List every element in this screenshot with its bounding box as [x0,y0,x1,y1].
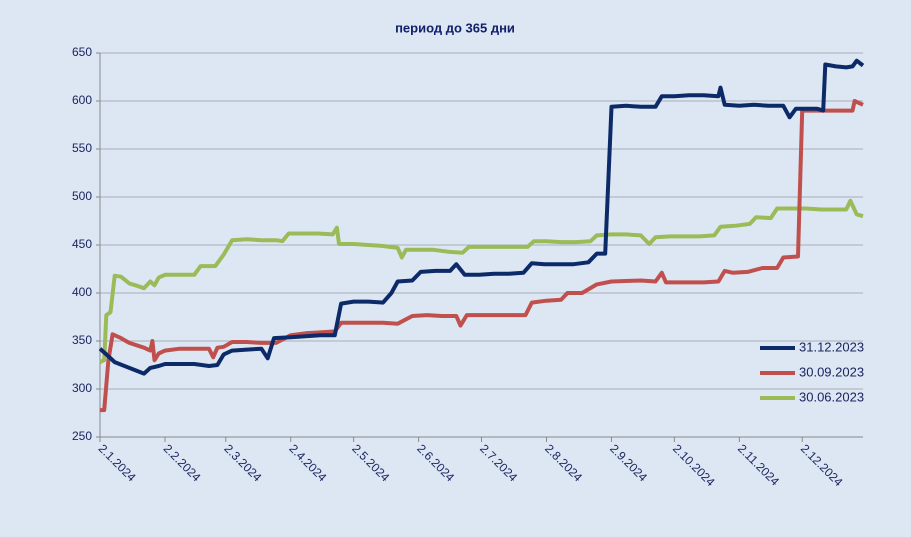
chart-title: период до 365 дни [395,20,515,35]
legend-label: 30.06.2023 [799,389,864,404]
legend-label: 30.09.2023 [799,364,864,379]
y-tick-label: 500 [72,189,92,203]
y-tick-label: 250 [72,429,92,443]
y-tick-label: 550 [72,141,92,155]
legend-label: 31.12.2023 [799,339,864,354]
series-line [99,198,864,364]
y-tick-label: 450 [72,237,92,251]
series-line [100,99,864,413]
series-line [98,58,865,376]
y-tick-label: 300 [72,381,92,395]
y-tick-label: 600 [72,93,92,107]
y-tick-label: 650 [72,45,92,59]
y-tick-label: 350 [72,333,92,347]
y-tick-label: 400 [72,285,92,299]
